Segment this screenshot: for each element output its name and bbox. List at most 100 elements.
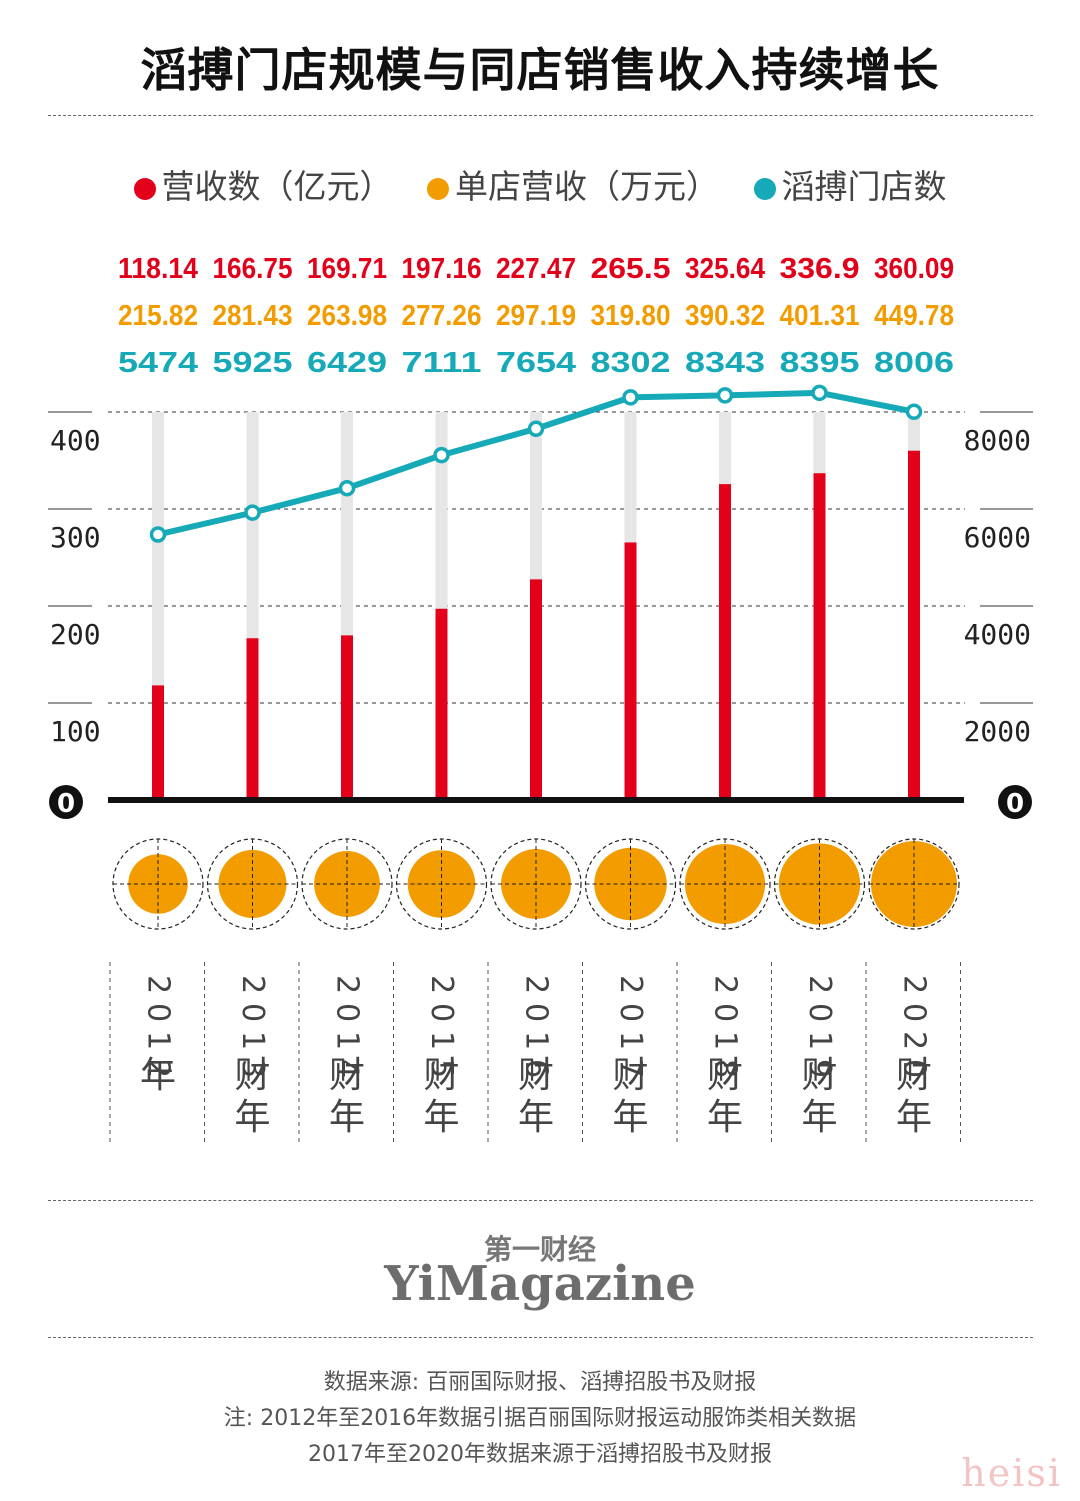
category-char: 4 xyxy=(329,1059,364,1078)
x-axis-category-label: 2 0 1 3财年 xyxy=(234,975,270,1138)
store-count-point xyxy=(433,446,450,464)
left-axis-zero-label: 0 xyxy=(57,789,75,819)
footnote-2: 2017年至2020年数据来源于滔搏招股书及财报 xyxy=(308,1442,772,1467)
store-count-point xyxy=(527,420,545,438)
right-axis-tick-label: 4000 xyxy=(964,618,1031,651)
category-char: 1 xyxy=(140,1031,175,1050)
right-axis-zero-label: 0 xyxy=(1006,789,1024,819)
category-char: 年 xyxy=(896,1097,932,1138)
category-char: 0 xyxy=(896,1003,931,1022)
category-char: 0 xyxy=(613,1003,648,1022)
category-char: 年 xyxy=(707,1097,743,1138)
category-char: 2 xyxy=(518,975,553,994)
x-axis-category-label: 2 0 1 7财年 xyxy=(612,975,648,1138)
category-char: 财 xyxy=(707,1055,743,1096)
left-axis-tick-label: 100 xyxy=(50,715,101,748)
category-char: 财 xyxy=(801,1055,837,1096)
brand-english: YiMagazine xyxy=(384,1256,696,1312)
legend-label-store-count: 滔搏门店数 xyxy=(781,167,947,206)
category-char: 年 xyxy=(423,1097,459,1138)
category-char: 财 xyxy=(234,1055,270,1096)
right-axis-tick-label: 6000 xyxy=(964,521,1031,554)
baseline xyxy=(108,797,964,803)
store-count-data-label: 7111 xyxy=(402,347,482,379)
revenue-data-label: 197.16 xyxy=(402,253,482,285)
category-char: 3 xyxy=(235,1059,270,1078)
revenue-data-label: 166.75 xyxy=(213,253,293,285)
category-char: 1 xyxy=(802,1031,837,1050)
store-revenue-data-label: 281.43 xyxy=(213,300,293,332)
category-char: 财 xyxy=(423,1055,459,1096)
category-char: 2 xyxy=(802,975,837,994)
category-char: 0 xyxy=(235,1003,270,1022)
footnote-1: 注: 2012年至2016年数据引据百丽国际财报运动服饰类相关数据 xyxy=(223,1406,857,1431)
store-revenue-data-label: 319.80 xyxy=(591,300,671,332)
x-axis-category-label: 2 0 1 8财年 xyxy=(707,975,743,1138)
revenue-data-label: 227.47 xyxy=(496,253,576,285)
left-axis-tick-label: 200 xyxy=(50,618,101,651)
store-count-data-label: 5474 xyxy=(118,347,198,379)
store-count-point xyxy=(338,479,356,497)
revenue-bar xyxy=(813,473,826,800)
brand-divider xyxy=(48,1337,1033,1338)
right-axis-tick-label: 8000 xyxy=(964,424,1031,457)
revenue-bar xyxy=(530,579,542,800)
store-count-point xyxy=(622,389,639,406)
category-char: 年 xyxy=(329,1097,365,1138)
category-char: 7 xyxy=(613,1059,648,1078)
revenue-bar xyxy=(624,542,637,800)
category-char: 2 xyxy=(424,975,459,994)
category-char: 1 xyxy=(707,1031,742,1050)
store-count-point xyxy=(716,387,734,404)
category-char: 1 xyxy=(518,1031,553,1050)
revenue-data-label: 169.71 xyxy=(307,253,387,285)
category-char: 财 xyxy=(518,1055,554,1096)
category-char: 2 xyxy=(707,975,742,994)
revenue-bar xyxy=(152,685,164,800)
revenue-data-label: 265.5 xyxy=(591,253,671,285)
revenue-data-label: 360.09 xyxy=(874,253,954,285)
store-count-data-label: 8302 xyxy=(591,347,671,379)
left-axis-tick-label: 300 xyxy=(50,521,101,554)
category-char: 0 xyxy=(802,1003,837,1022)
revenue-bar xyxy=(435,608,448,800)
revenue-bar xyxy=(246,638,259,800)
x-axis-category-label: 2 0 1 4财年 xyxy=(329,975,365,1138)
store-count-data-label: 8343 xyxy=(685,347,765,379)
legend-dot-revenue xyxy=(133,177,156,200)
legend-item-revenue: 营收数（亿元） xyxy=(133,160,393,208)
category-char: 1 xyxy=(329,1031,364,1050)
category-char: 年 xyxy=(234,1097,270,1138)
revenue-bar xyxy=(908,450,920,800)
category-char: 8 xyxy=(707,1059,742,1078)
left-axis-tick-label: 400 xyxy=(50,424,101,457)
legend-label-store-revenue: 单店营收（万元） xyxy=(455,167,719,206)
revenue-bar xyxy=(341,635,353,800)
store-revenue-data-label: 277.26 xyxy=(402,300,482,332)
store-count-data-label: 8006 xyxy=(874,347,954,379)
category-char: 财 xyxy=(612,1055,648,1096)
legend-item-store-count: 滔搏门店数 xyxy=(753,160,947,208)
store-revenue-data-label: 297.19 xyxy=(496,300,576,332)
left-zero-badge xyxy=(49,785,83,819)
x-axis-category-label: 2 0 1 5财年 xyxy=(423,975,459,1138)
legend: 营收数（亿元） 单店营收（万元） 滔搏门店数 xyxy=(0,160,1080,208)
category-char: 0 xyxy=(329,1003,364,1022)
store-count-point xyxy=(811,384,828,402)
chart-title: 滔搏门店规模与同店销售收入持续增长 xyxy=(140,43,940,97)
category-char: 财 xyxy=(896,1055,932,1096)
category-char: 2 xyxy=(613,975,648,994)
store-count-data-label: 6429 xyxy=(307,347,387,379)
x-axis-category-label: 2 0 1 6财年 xyxy=(518,975,554,1138)
legend-item-store-revenue: 单店营收（万元） xyxy=(427,160,719,208)
revenue-data-label: 336.9 xyxy=(780,253,860,285)
category-char: 财 xyxy=(329,1055,365,1096)
category-char: 年 xyxy=(140,1055,176,1096)
category-char: 2 xyxy=(140,975,175,994)
category-char: 1 xyxy=(235,1031,270,1050)
watermark: heisi xyxy=(961,1451,1062,1495)
revenue-bar xyxy=(719,484,731,800)
category-char: 2 xyxy=(896,975,931,994)
category-char: 0 xyxy=(140,1003,175,1022)
